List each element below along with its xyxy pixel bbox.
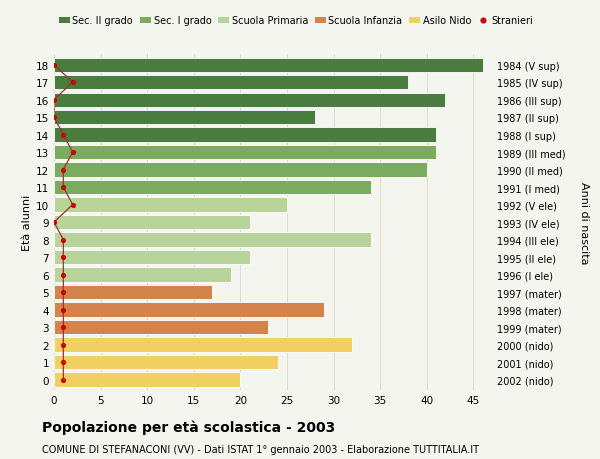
Y-axis label: Anni di nascita: Anni di nascita bbox=[580, 181, 589, 264]
Bar bbox=[54, 146, 436, 160]
Bar bbox=[54, 338, 352, 352]
Bar bbox=[54, 76, 408, 90]
Bar bbox=[54, 58, 482, 73]
Point bbox=[68, 202, 77, 209]
Text: Popolazione per età scolastica - 2003: Popolazione per età scolastica - 2003 bbox=[42, 419, 335, 434]
Point bbox=[59, 167, 68, 174]
Point bbox=[49, 219, 59, 226]
Point bbox=[59, 341, 68, 348]
Point bbox=[59, 271, 68, 279]
Point bbox=[49, 97, 59, 104]
Bar bbox=[54, 111, 315, 125]
Point bbox=[49, 114, 59, 122]
Point bbox=[59, 132, 68, 139]
Point bbox=[68, 79, 77, 87]
Point bbox=[68, 149, 77, 157]
Point bbox=[59, 306, 68, 313]
Bar bbox=[54, 233, 371, 247]
Point bbox=[59, 236, 68, 244]
Bar bbox=[54, 355, 278, 369]
Bar bbox=[54, 180, 371, 195]
Point bbox=[59, 324, 68, 331]
Point bbox=[59, 376, 68, 383]
Legend: Sec. II grado, Sec. I grado, Scuola Primaria, Scuola Infanzia, Asilo Nido, Stran: Sec. II grado, Sec. I grado, Scuola Prim… bbox=[59, 17, 533, 26]
Bar bbox=[54, 93, 445, 107]
Bar bbox=[54, 268, 231, 282]
Bar bbox=[54, 285, 212, 300]
Point bbox=[49, 62, 59, 69]
Text: COMUNE DI STEFANACONI (VV) - Dati ISTAT 1° gennaio 2003 - Elaborazione TUTTITALI: COMUNE DI STEFANACONI (VV) - Dati ISTAT … bbox=[42, 444, 479, 454]
Bar bbox=[54, 373, 241, 387]
Bar bbox=[54, 163, 427, 178]
Point bbox=[59, 254, 68, 261]
Bar bbox=[54, 303, 324, 317]
Point bbox=[59, 358, 68, 366]
Bar bbox=[54, 215, 250, 230]
Bar bbox=[54, 250, 250, 265]
Point bbox=[59, 289, 68, 296]
Point bbox=[59, 184, 68, 191]
Bar bbox=[54, 198, 287, 213]
Bar bbox=[54, 320, 268, 335]
Bar bbox=[54, 128, 436, 142]
Y-axis label: Età alunni: Età alunni bbox=[22, 195, 32, 251]
